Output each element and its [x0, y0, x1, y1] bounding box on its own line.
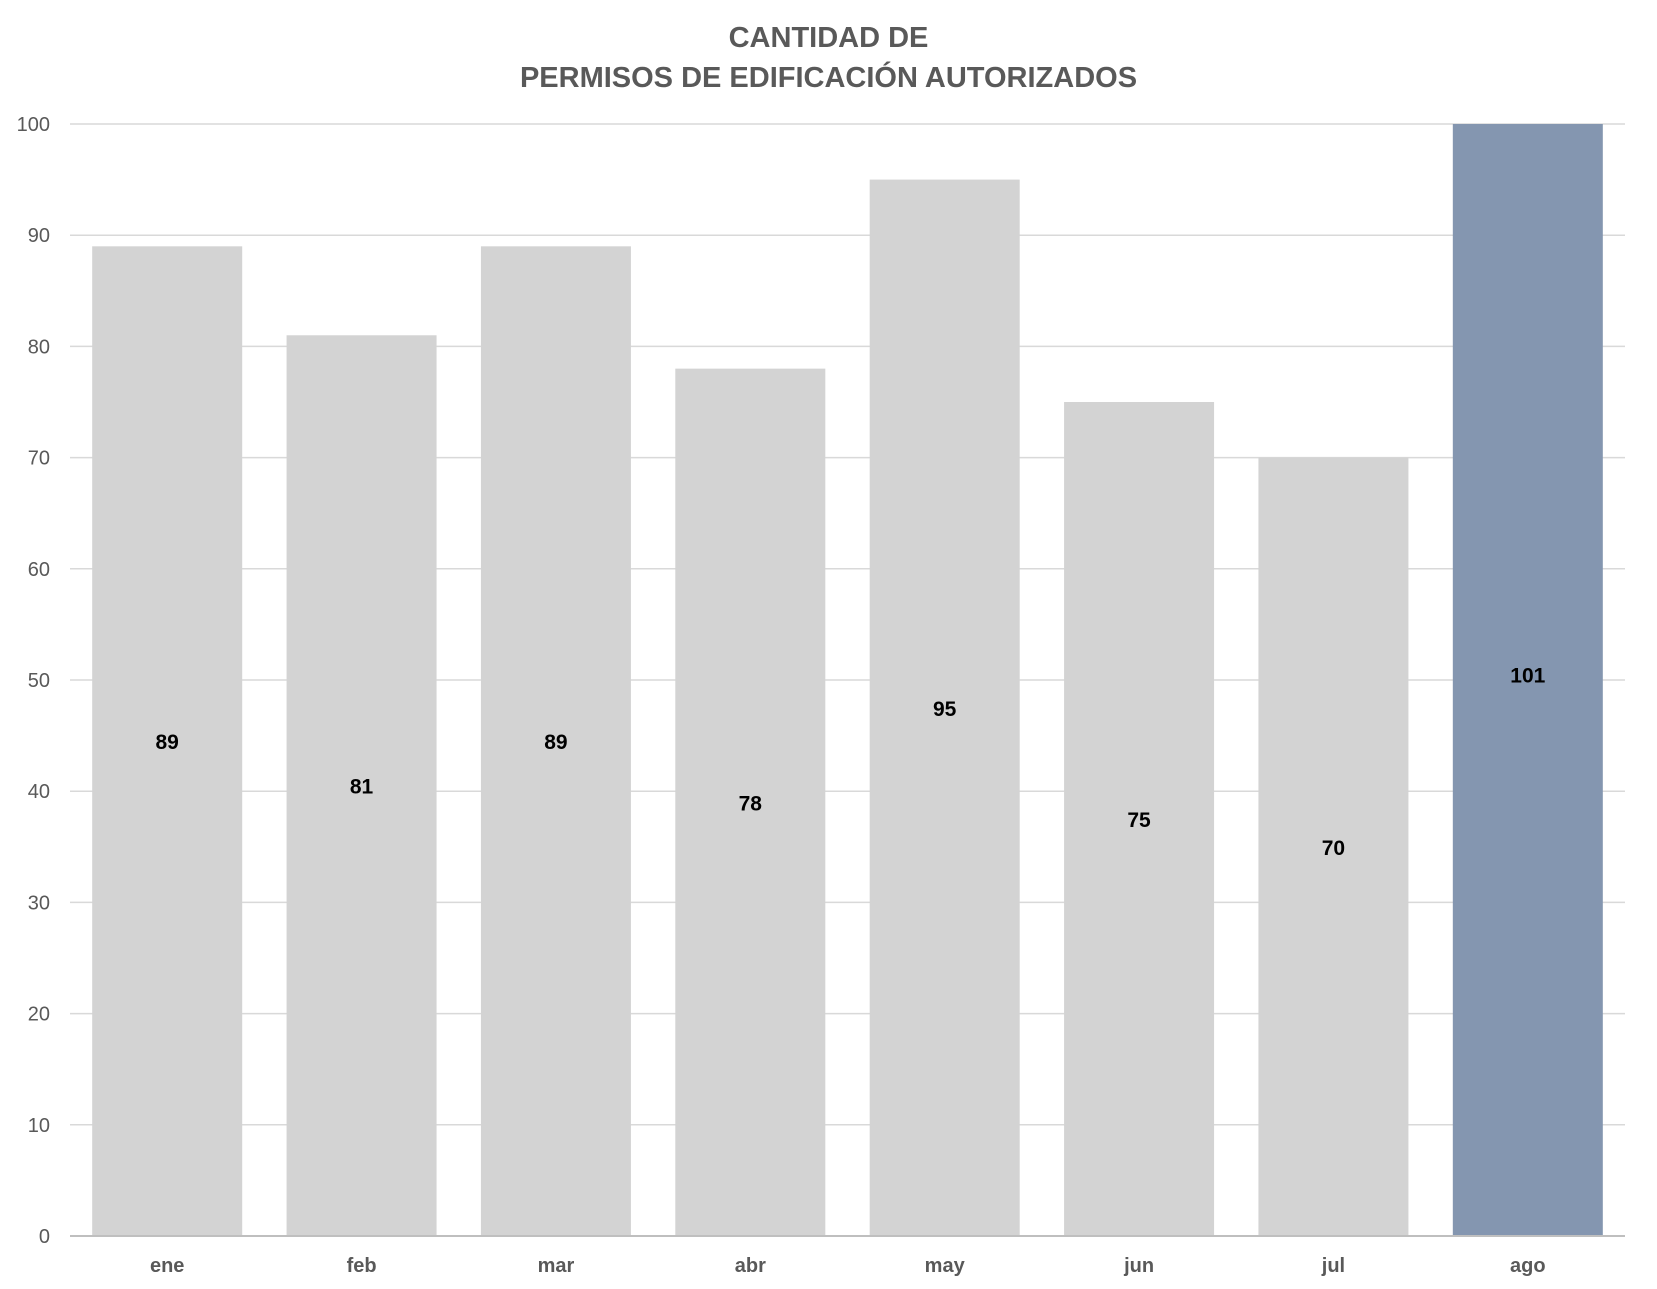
bar	[480, 246, 631, 1236]
y-tick-label: 30	[28, 892, 50, 914]
x-tick-label: jul	[1321, 1255, 1345, 1277]
data-label: 75	[1127, 809, 1151, 832]
x-tick-label: may	[925, 1255, 966, 1277]
chart-title: CANTIDAD DE PERMISOS DE EDIFICACIÓN AUTO…	[0, 18, 1657, 98]
chart-title-line-1: CANTIDAD DE	[728, 22, 929, 54]
x-tick-label: abr	[735, 1255, 766, 1277]
data-label: 70	[1322, 837, 1345, 860]
x-tick-label: feb	[347, 1255, 377, 1277]
data-label: 95	[933, 698, 957, 721]
y-tick-label: 90	[28, 225, 50, 247]
y-tick-label: 70	[28, 448, 50, 470]
y-tick-label: 100	[17, 114, 50, 136]
y-tick-label: 60	[28, 559, 50, 581]
y-tick-label: 10	[28, 1115, 50, 1137]
bar	[92, 246, 243, 1236]
y-tick-label: 0	[39, 1226, 50, 1248]
y-tick-label: 40	[28, 781, 50, 803]
x-tick-label: ago	[1510, 1255, 1546, 1277]
data-label: 78	[739, 792, 763, 815]
x-tick-label: jun	[1123, 1255, 1154, 1277]
bar	[286, 335, 437, 1236]
bar	[1064, 402, 1215, 1236]
data-label: 81	[350, 776, 374, 799]
bar	[1258, 457, 1409, 1237]
x-tick-label: mar	[538, 1255, 575, 1277]
y-tick-label: 20	[28, 1004, 50, 1026]
y-tick-label: 80	[28, 336, 50, 358]
y-tick-label: 50	[28, 670, 50, 692]
data-label: 89	[156, 731, 179, 754]
bar	[869, 179, 1020, 1237]
chart-title-line-2: PERMISOS DE EDIFICACIÓN AUTORIZADOS	[519, 62, 1138, 94]
bar	[675, 368, 826, 1236]
bar	[1452, 124, 1603, 1236]
x-tick-label: ene	[150, 1255, 184, 1277]
data-label: 101	[1510, 664, 1545, 687]
data-label: 89	[544, 731, 567, 754]
